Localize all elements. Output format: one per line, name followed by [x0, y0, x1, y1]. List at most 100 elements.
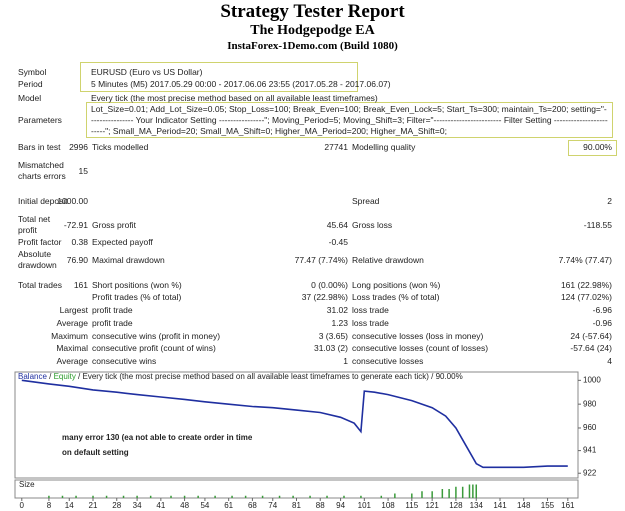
- stat-value: 0 (0.00%): [311, 279, 348, 290]
- size-bar: [278, 495, 281, 498]
- x-tick-label: 155: [541, 501, 555, 510]
- size-bar: [197, 495, 199, 498]
- y-tick-label: 941: [583, 446, 597, 455]
- y-tick-label: 922: [583, 468, 597, 477]
- stat-value: Largest: [59, 304, 88, 315]
- size-bar: [441, 489, 444, 498]
- x-tick-label: 161: [561, 501, 575, 510]
- stat-value: 161 (22.98%): [560, 279, 612, 290]
- stat-value: 7.74% (77.47): [558, 254, 612, 265]
- stat-label: Long positions (won %): [352, 279, 441, 290]
- stat-label: Mismatched charts errors: [18, 160, 66, 181]
- x-tick-label: 141: [493, 501, 507, 510]
- highlight-box: [568, 140, 617, 156]
- stat-label: consecutive losses (count of losses): [352, 342, 489, 353]
- x-tick-label: 21: [89, 501, 98, 510]
- size-bar: [149, 495, 152, 498]
- x-tick-label: 48: [180, 501, 189, 510]
- report-title: Strategy Tester Report: [220, 1, 405, 22]
- size-bar: [326, 495, 328, 498]
- x-tick-label: 128: [449, 501, 463, 510]
- x-tick-label: 8: [47, 501, 52, 510]
- size-bar: [472, 484, 474, 498]
- stat-label: Maximal drawdown: [92, 254, 165, 265]
- size-label: Size: [19, 480, 35, 489]
- stat-label: consecutive wins: [92, 355, 157, 366]
- stat-value: -6.96: [592, 304, 612, 315]
- info-label: Parameters: [18, 114, 62, 125]
- size-bar: [75, 495, 77, 498]
- size-bar: [309, 495, 311, 498]
- highlight-box: [80, 62, 358, 92]
- stat-label: Total trades: [18, 279, 62, 290]
- y-tick-label: 1000: [583, 375, 601, 384]
- stat-label: consecutive wins (profit in money): [92, 330, 221, 341]
- x-tick-label: 108: [381, 501, 395, 510]
- stat-label: consecutive losses (loss in money): [352, 330, 484, 341]
- size-bar: [61, 495, 64, 498]
- stat-value: 0.38: [71, 236, 88, 247]
- size-bar: [455, 486, 457, 498]
- stat-value: 1.23: [331, 317, 348, 328]
- info-label: Model: [18, 92, 42, 103]
- x-tick-label: 88: [316, 501, 325, 510]
- stat-value: 161: [73, 279, 88, 290]
- stat-value: 3 (3.65): [318, 330, 348, 341]
- size-frame: [14, 479, 579, 499]
- legend-entry: Balance: [18, 372, 47, 381]
- size-bar: [461, 486, 464, 498]
- size-bar: [380, 495, 383, 498]
- stat-label: Expected payoff: [92, 236, 153, 247]
- annotation: many error 130 (ea not able to create or…: [62, 433, 253, 442]
- stat-value: 31.02: [326, 304, 348, 315]
- stat-value: 27741: [324, 141, 348, 152]
- x-tick-label: 81: [292, 501, 301, 510]
- legend-entry: Equity: [54, 372, 76, 381]
- size-bar: [244, 495, 247, 498]
- stat-value: 45.64: [326, 219, 348, 230]
- stat-value: 37 (22.98%): [301, 291, 348, 302]
- size-bar: [231, 495, 233, 498]
- x-tick-label: 61: [224, 501, 233, 510]
- info-value: 5 Minutes (M5) 2017.05.29 00:00 - 2017.0…: [91, 78, 391, 89]
- stat-value: 1: [343, 355, 348, 366]
- stat-label: Modelling quality: [352, 141, 416, 152]
- info-label: Symbol: [18, 66, 47, 77]
- size-bar: [431, 491, 433, 498]
- size-bar: [214, 495, 216, 498]
- stat-value: -0.96: [592, 317, 612, 328]
- plot-frame: [14, 371, 579, 479]
- size-bar: [343, 495, 345, 498]
- size-bar: [448, 489, 450, 498]
- x-tick-label: 94: [336, 501, 345, 510]
- report-subtitle: The Hodgepodge EA: [250, 23, 375, 38]
- stat-label: Initial deposit: [18, 195, 68, 206]
- x-tick-label: 41: [156, 501, 165, 510]
- stat-value: 124 (77.02%): [560, 291, 612, 302]
- legend-entry: Every tick (the most precise method base…: [83, 372, 430, 381]
- stat-label: consecutive losses: [352, 355, 424, 366]
- size-bar: [261, 495, 264, 498]
- stat-label: Loss trades (% of total): [352, 291, 440, 302]
- stat-label: profit trade: [92, 304, 133, 315]
- info-label: Period: [18, 78, 43, 89]
- stat-value: Maximal: [56, 342, 88, 353]
- info-value: EURUSD (Euro vs US Dollar): [91, 66, 203, 77]
- x-tick-label: 34: [133, 501, 142, 510]
- stat-label: Profit trades (% of total): [92, 291, 182, 302]
- size-bar: [411, 493, 413, 498]
- stat-value: 2996: [69, 141, 88, 152]
- stat-label: Profit factor: [18, 236, 62, 247]
- stat-value: 31.03 (2): [313, 342, 348, 353]
- info-value: Lot_Size=0.01; Add_Lot_Size=0.05; Stop_L…: [91, 103, 608, 136]
- stat-label: loss trade: [352, 304, 389, 315]
- stat-value: -0.45: [328, 236, 348, 247]
- size-bar: [394, 493, 396, 498]
- stat-label: Ticks modelled: [92, 141, 149, 152]
- stat-value: 2: [607, 195, 612, 206]
- stat-label: Gross loss: [352, 219, 393, 230]
- annotation: on default setting: [62, 448, 129, 457]
- stat-value: Average: [56, 355, 88, 366]
